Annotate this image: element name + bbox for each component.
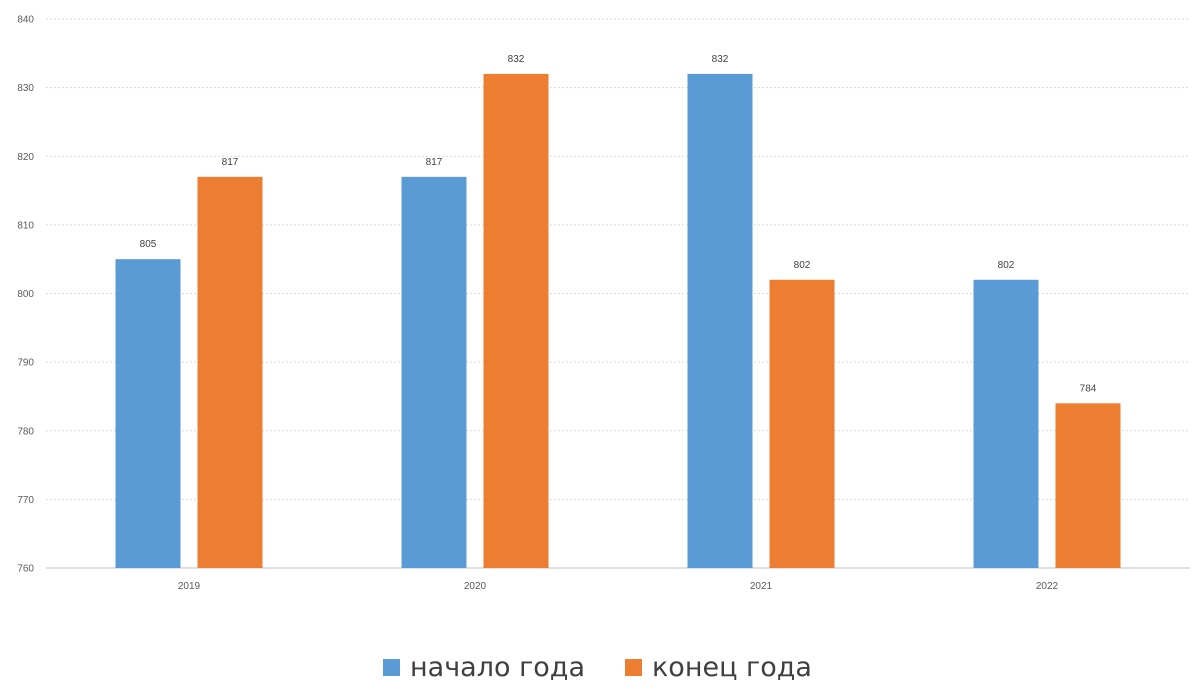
data-label: 784 <box>1080 383 1097 394</box>
bar-end-of-year-2021 <box>769 279 835 568</box>
legend: начало года конец года <box>0 652 1195 683</box>
x-tick-label: 2019 <box>178 581 201 592</box>
bar-start-of-year-2020 <box>401 176 467 568</box>
data-label: 802 <box>998 260 1015 271</box>
legend-swatch-end-of-year <box>625 659 642 676</box>
legend-label-start-of-year: начало года <box>410 652 585 683</box>
bar-start-of-year-2022 <box>973 279 1039 568</box>
data-label: 832 <box>508 54 525 65</box>
y-tick-label: 770 <box>17 495 34 506</box>
legend-item-start-of-year: начало года <box>383 652 585 683</box>
data-label: 805 <box>140 239 157 250</box>
bar-end-of-year-2019 <box>197 176 263 568</box>
y-tick-label: 810 <box>17 220 34 231</box>
x-tick-label: 2022 <box>1036 581 1059 592</box>
y-tick-label: 780 <box>17 426 34 437</box>
data-label: 832 <box>712 54 729 65</box>
legend-label-end-of-year: конец года <box>652 652 812 683</box>
bar-end-of-year-2022 <box>1055 403 1121 568</box>
bar-chart: 760 770 780 790 800 810 820 830 840 805 817 2019 817… <box>17 15 1190 592</box>
y-tick-label: 800 <box>17 289 34 300</box>
y-tick-label: 760 <box>17 564 34 575</box>
bar-start-of-year-2019 <box>115 259 181 568</box>
data-label: 817 <box>426 157 443 168</box>
x-tick-label: 2020 <box>464 581 487 592</box>
bar-end-of-year-2020 <box>483 73 549 569</box>
legend-swatch-start-of-year <box>383 659 401 676</box>
legend-item-end-of-year: конец года <box>625 652 812 683</box>
y-tick-label: 790 <box>17 358 34 369</box>
bar-start-of-year-2021 <box>687 73 753 569</box>
y-tick-label: 840 <box>17 15 34 26</box>
y-tick-label: 830 <box>17 83 34 94</box>
y-tick-label: 820 <box>17 152 34 163</box>
data-label: 817 <box>222 157 239 168</box>
x-tick-label: 2021 <box>750 581 773 592</box>
data-label: 802 <box>794 260 811 271</box>
